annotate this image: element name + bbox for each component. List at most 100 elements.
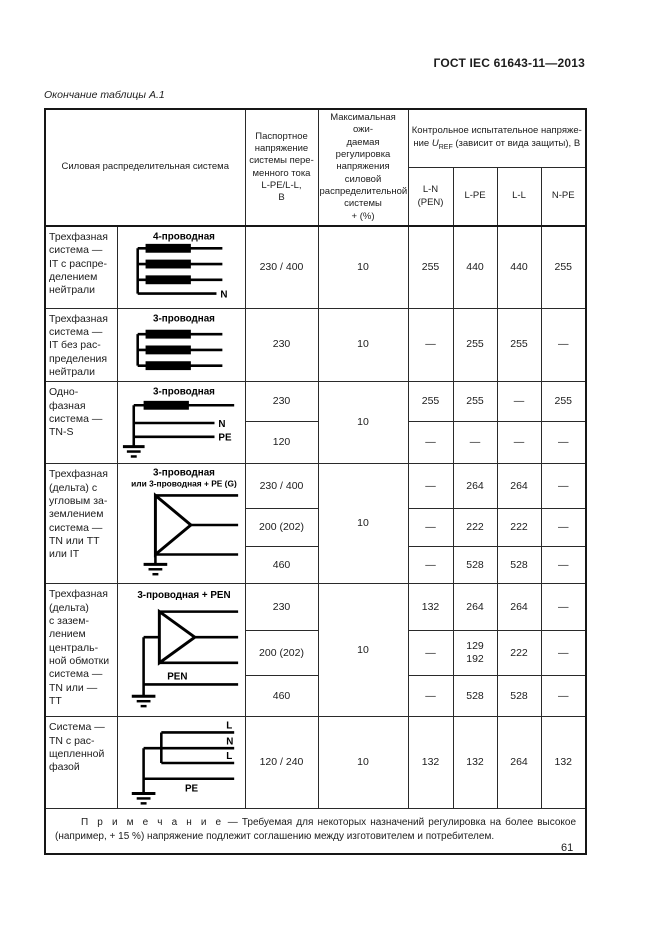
uref-ll: 264 (496, 716, 542, 810)
table-subrow: 460 — 528 528 — (45, 546, 587, 585)
uref-npe: — (540, 508, 587, 548)
nominal-voltage: 230 (244, 381, 319, 423)
uref-npe: — (540, 421, 587, 465)
uref-ll: 528 (496, 546, 542, 585)
col-header-regulation: Максимальная ожи- даемая регулировка нап… (317, 108, 409, 227)
col-header-ln-pen: L-N (PEN) (407, 167, 454, 227)
ground-icon (131, 695, 155, 708)
table-subrow: 200 (202) — 129 192 222 — (45, 630, 587, 677)
uref-symbol: U (431, 137, 439, 149)
svg-text:L: L (226, 721, 232, 732)
uref-ll: 440 (496, 225, 542, 309)
note-label: П р и м е ч а н и е (81, 816, 224, 828)
svg-text:3-проводная + PEN: 3-проводная + PEN (137, 590, 230, 601)
uref-lpe: — (452, 421, 498, 465)
nominal-voltage: 230 (244, 583, 319, 632)
nominal-voltage: 200 (202) (244, 630, 319, 677)
ground-icon (131, 792, 155, 805)
col-header-ll: L-L (496, 167, 542, 227)
uref-ll: 222 (496, 508, 542, 548)
svg-text:N: N (218, 419, 225, 430)
uref-lpe: 132 (452, 716, 498, 810)
nominal-voltage: 230 (244, 307, 319, 383)
system-label: Система — TN с рас- щепленной фазой (44, 716, 118, 810)
nominal-voltage: 460 (244, 675, 319, 718)
regulation-value: 10 (317, 225, 409, 309)
uref-npe: — (540, 463, 587, 510)
circuit-diagram-3-wire-icon: 3-проводная (135, 313, 222, 370)
uref-ln: — (407, 307, 454, 383)
nominal-voltage: 230 / 400 (244, 463, 319, 510)
uref-lpe: 264 (452, 463, 498, 510)
uref-ln: — (407, 508, 454, 548)
regulation-value: 10 (317, 716, 409, 810)
table-row: Трехфазная (дельта) с зазем- лением цент… (44, 583, 587, 718)
uref-ln: 255 (407, 225, 454, 309)
table-a1: Силовая распределительная система Паспор… (44, 108, 588, 855)
circuit-diagram-tns-icon: 3-проводная N PE (122, 387, 234, 458)
svg-text:PE: PE (218, 433, 232, 444)
uref-lpe: 222 (452, 508, 498, 548)
system-label: Одно- фазная система — TN-S (44, 381, 118, 465)
circuit-diagram-delta-pen-icon: 3-проводная + PEN PEN (131, 590, 238, 708)
uref-lpe: 528 (452, 675, 498, 718)
nominal-voltage: 120 (244, 421, 319, 465)
svg-text:3-проводная: 3-проводная (153, 468, 215, 479)
regulation-value: 10 (317, 307, 409, 383)
diagram-cell: 3-проводная (116, 307, 246, 383)
circuit-diagram-4-wire-icon: 4-проводная N (135, 232, 227, 301)
uref-lpe: 440 (452, 225, 498, 309)
ground-icon (143, 563, 167, 576)
uref-lpe: 528 (452, 546, 498, 585)
uref-lpe: 264 (452, 583, 498, 632)
uref-ln: — (407, 675, 454, 718)
nominal-voltage: 200 (202) (244, 508, 319, 548)
table-row: Трехфазная (дельта) с угловым за- землен… (44, 463, 587, 585)
uref-npe: 255 (540, 225, 587, 309)
uref-ln: — (407, 421, 454, 465)
uref-ln: — (407, 546, 454, 585)
uref-ll: 222 (496, 630, 542, 677)
note-text: — Требуемая для некоторых назначений рег… (55, 816, 577, 842)
uref-ln: — (407, 463, 454, 510)
nominal-voltage: 120 / 240 (244, 716, 319, 810)
diagram-cell: 3-проводная N PE (116, 381, 246, 465)
svg-text:или 3-проводная + PE (G): или 3-проводная + PE (G) (131, 479, 237, 489)
table-caption: Окончание таблицы А.1 (44, 89, 165, 101)
nominal-voltage: 230 / 400 (244, 225, 319, 309)
table-row: Трехфазная система — IT без рас- пределе… (44, 307, 587, 383)
uref-npe: — (540, 546, 587, 585)
page-number: 61 (561, 842, 574, 854)
system-label: Трехфазная система — IT без рас- пределе… (44, 307, 118, 383)
ground-icon (122, 445, 145, 458)
regulation-value: 10 (317, 463, 409, 585)
header-row-group: Силовая распределительная система Паспор… (44, 108, 587, 227)
col-header-lpe: L-PE (452, 167, 498, 227)
system-label: Трехфазная (дельта) с зазем- лением цент… (44, 583, 118, 718)
table-row: Система — TN с рас- щепленной фазой L N … (44, 716, 587, 810)
table-row: Трехфазная система — IT с распре- делени… (44, 225, 587, 309)
table-row: Одно- фазная система — TN-S 3-проводная … (44, 381, 587, 465)
uref-lpe: 255 (452, 381, 498, 423)
svg-text:4-проводная: 4-проводная (153, 232, 215, 243)
col-header-npe: N-PE (540, 167, 587, 227)
uref-npe: 132 (540, 716, 587, 810)
uref-npe: — (540, 675, 587, 718)
header-row-subcols: L-N (PEN) L-PE L-L N-PE (45, 167, 587, 227)
svg-text:3-проводная: 3-проводная (153, 387, 215, 398)
uref-ll: 264 (496, 583, 542, 632)
table-subrow: 120 — — — — (45, 421, 587, 465)
uref-ln: 255 (407, 381, 454, 423)
uref-ll: 264 (496, 463, 542, 510)
uref-ll: 528 (496, 675, 542, 718)
regulation-value: 10 (317, 381, 409, 465)
uref-npe: — (540, 583, 587, 632)
test-voltage-suffix: (зависит от вида защиты), В (455, 137, 581, 149)
svg-text:PE: PE (184, 784, 198, 795)
diagram-cell: 4-проводная N (116, 225, 246, 309)
uref-npe: 255 (540, 381, 587, 423)
uref-subscript: REF (438, 143, 453, 151)
col-header-test-voltage-group: Контрольное испытательное напряже- ние U… (407, 108, 587, 169)
diagram-cell: L N L PE (116, 716, 246, 810)
